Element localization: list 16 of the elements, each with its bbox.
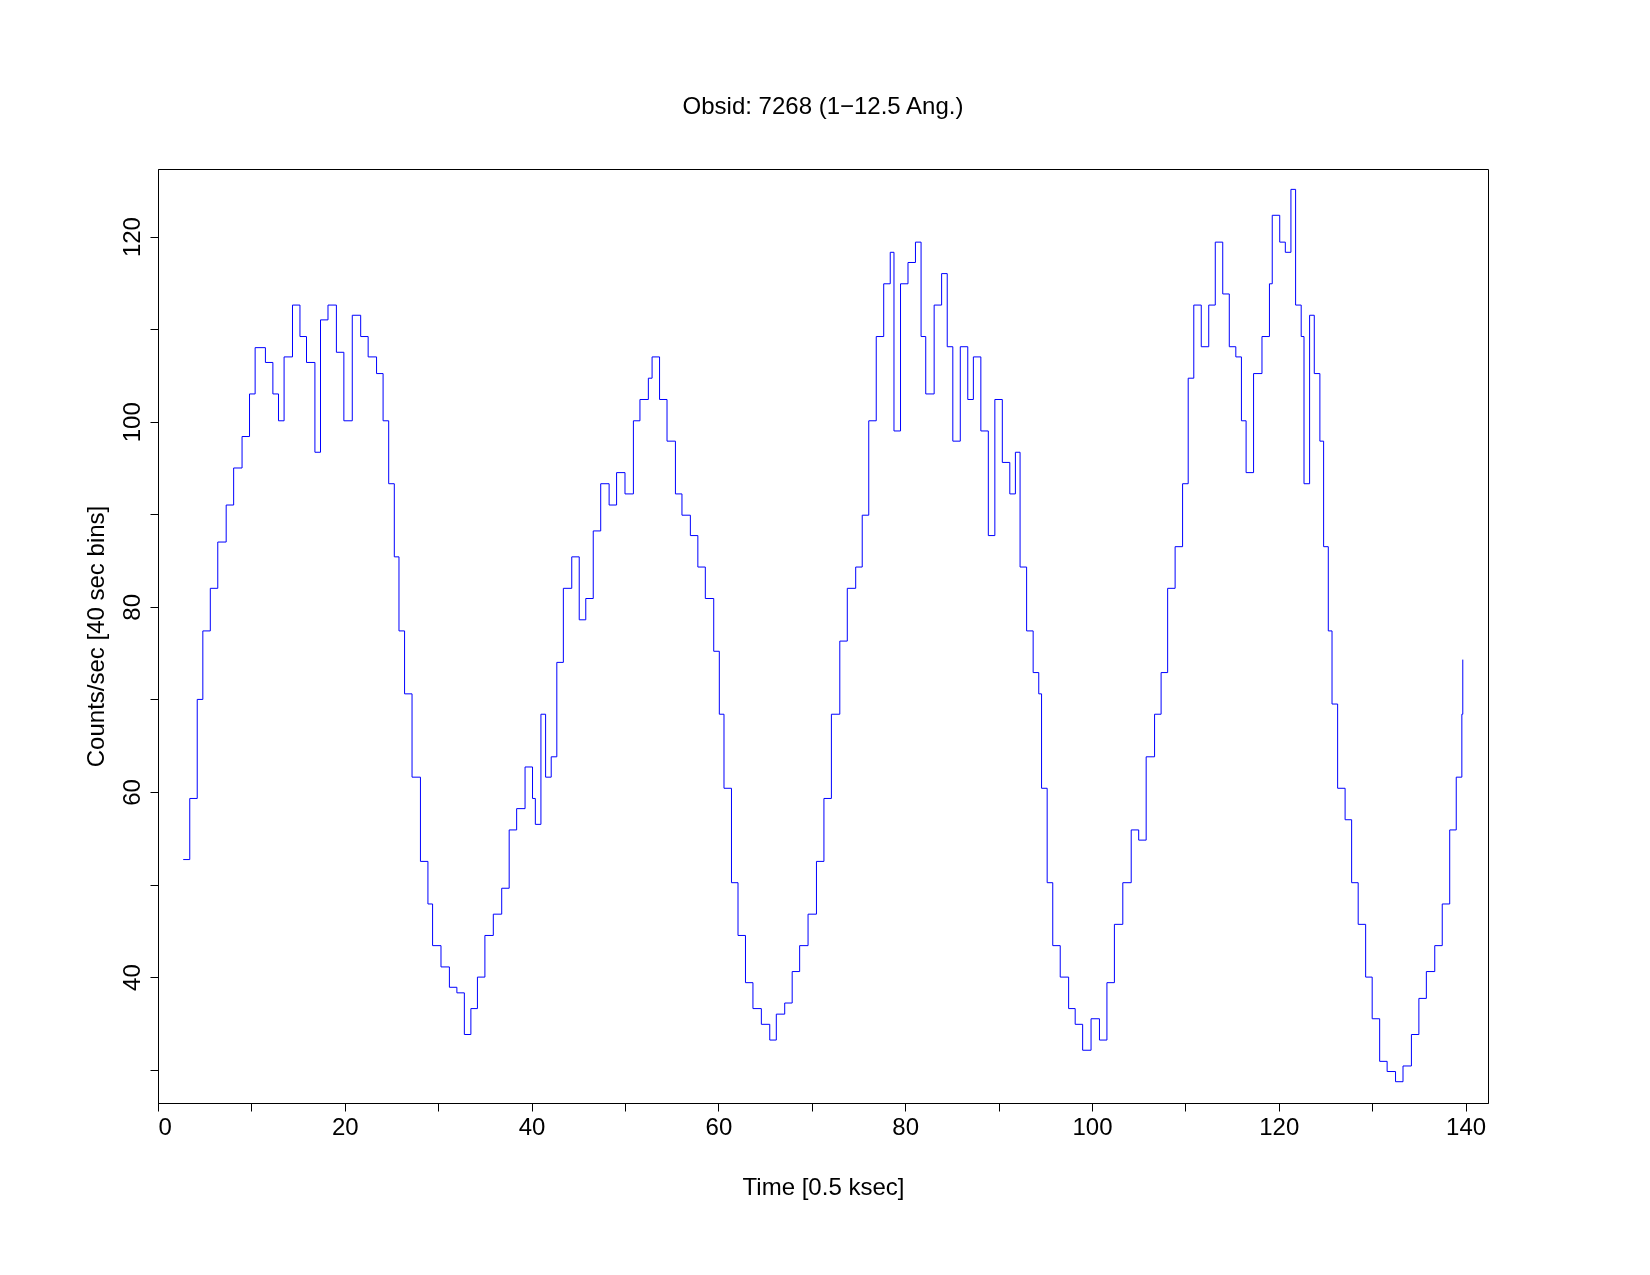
y-tick-label: 100 <box>117 402 145 443</box>
x-tick-label: 20 <box>331 1112 359 1140</box>
x-tick-label: 60 <box>705 1112 733 1140</box>
x-tick-label: 80 <box>892 1112 920 1140</box>
x-tick-label: 120 <box>1259 1112 1300 1140</box>
chart-title: Obsid: 7268 (1−12.5 Ang.) <box>682 92 964 119</box>
x-tick-label: 0 <box>158 1112 172 1140</box>
x-tick-label: 140 <box>1446 1112 1487 1140</box>
x-tick-label: 40 <box>518 1112 546 1140</box>
y-tick-label: 120 <box>117 217 145 258</box>
y-axis-title: Counts/sec [40 sec bins] <box>81 505 109 768</box>
y-tick-label: 80 <box>117 593 145 621</box>
x-axis-title: Time [0.5 ksec] <box>742 1172 905 1200</box>
y-tick-label: 60 <box>117 779 145 806</box>
x-tick-label: 100 <box>1072 1112 1113 1140</box>
y-tick-label: 40 <box>117 964 145 991</box>
